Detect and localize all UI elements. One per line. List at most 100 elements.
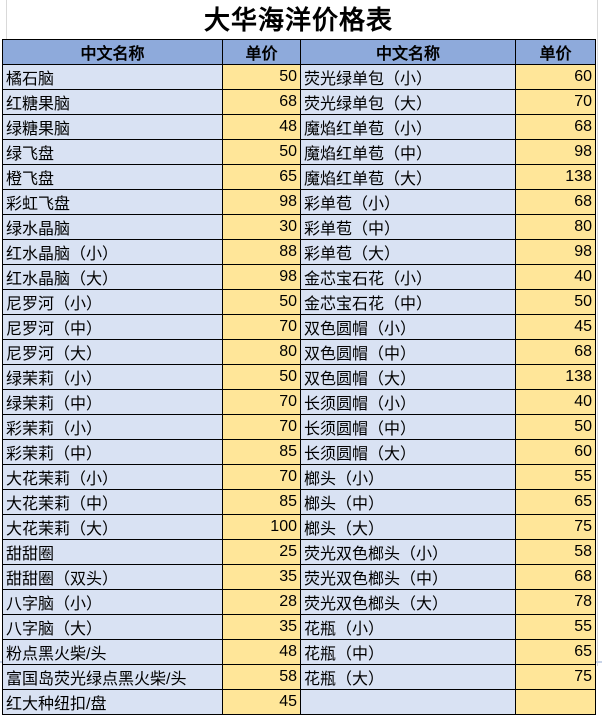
item-name-cell: 长须圆帽（小） bbox=[300, 389, 516, 415]
table-row: 尼罗河（小） 50 金芯宝石花（中） 50 bbox=[2, 289, 596, 315]
price-cell: 100 bbox=[222, 514, 301, 540]
table-row: 甜甜圈 25 荧光双色榔头（小） 58 bbox=[2, 539, 596, 565]
price-cell: 68 bbox=[515, 189, 596, 215]
price-cell: 30 bbox=[222, 214, 301, 240]
item-name-cell: 荧光双色榔头（中） bbox=[300, 564, 516, 590]
item-name-cell: 荧光双色榔头（小） bbox=[300, 539, 516, 565]
item-name-cell: 红水晶脑（大） bbox=[2, 264, 223, 290]
price-cell: 65 bbox=[222, 164, 301, 190]
price-table: 中文名称 单价 中文名称 单价 橘石脑 50 荧光绿单包（小） 60 红糖果脑 68 荧光绿… bbox=[2, 39, 596, 715]
price-cell: 98 bbox=[222, 189, 301, 215]
table-row: 尼罗河（大） 80 双色圆帽（中） 68 bbox=[2, 339, 596, 365]
item-name-cell: 双色圆帽（小） bbox=[300, 314, 516, 340]
price-cell: 45 bbox=[515, 314, 596, 340]
item-name-cell: 彩茉莉（中） bbox=[2, 439, 223, 465]
item-name-cell: 魔焰红单苞（大） bbox=[300, 164, 516, 190]
item-name-cell: 双色圆帽（中） bbox=[300, 339, 516, 365]
price-cell: 48 bbox=[222, 639, 301, 665]
price-cell: 98 bbox=[515, 139, 596, 165]
item-name-cell: 彩虹飞盘 bbox=[2, 189, 223, 215]
item-name-cell: 彩茉莉（小） bbox=[2, 414, 223, 440]
price-cell: 50 bbox=[222, 139, 301, 165]
price-cell: 50 bbox=[222, 289, 301, 315]
column-header-price-left: 单价 bbox=[222, 39, 301, 65]
item-name-cell: 甜甜圈（双头） bbox=[2, 564, 223, 590]
header-row: 中文名称 单价 中文名称 单价 bbox=[2, 39, 596, 65]
item-name-cell: 花瓶（中） bbox=[300, 639, 516, 665]
price-cell bbox=[515, 689, 596, 715]
price-cell: 80 bbox=[222, 339, 301, 365]
table-row: 甜甜圈（双头） 35 荧光双色榔头（中） 68 bbox=[2, 564, 596, 590]
item-name-cell: 绿水晶脑 bbox=[2, 214, 223, 240]
price-cell: 68 bbox=[222, 89, 301, 115]
item-name-cell: 绿茉莉（小） bbox=[2, 364, 223, 390]
table-row: 红水晶脑（大） 98 金芯宝石花（小） 40 bbox=[2, 264, 596, 290]
item-name-cell: 绿糖果脑 bbox=[2, 114, 223, 140]
item-name-cell: 荧光双色榔头（大） bbox=[300, 589, 516, 615]
table-row: 绿茉莉（中） 70 长须圆帽（小） 40 bbox=[2, 389, 596, 415]
price-cell: 40 bbox=[515, 264, 596, 290]
item-name-cell: 彩单苞（中） bbox=[300, 214, 516, 240]
price-cell: 70 bbox=[222, 464, 301, 490]
item-name-cell: 八字脑（小） bbox=[2, 589, 223, 615]
item-name-cell: 魔焰红单苞（中） bbox=[300, 139, 516, 165]
price-cell: 35 bbox=[222, 564, 301, 590]
price-cell: 138 bbox=[515, 164, 596, 190]
price-cell: 98 bbox=[222, 264, 301, 290]
table-row: 彩虹飞盘 98 彩单苞（小） 68 bbox=[2, 189, 596, 215]
price-cell: 138 bbox=[515, 364, 596, 390]
item-name-cell: 彩单苞（小） bbox=[300, 189, 516, 215]
item-name-cell: 金芯宝石花（中） bbox=[300, 289, 516, 315]
item-name-cell: 榔头（小） bbox=[300, 464, 516, 490]
price-cell: 60 bbox=[515, 64, 596, 90]
price-cell: 70 bbox=[222, 414, 301, 440]
price-cell: 65 bbox=[515, 639, 596, 665]
price-cell: 70 bbox=[515, 89, 596, 115]
item-name-cell: 尼罗河（小） bbox=[2, 289, 223, 315]
item-name-cell: 富国岛荧光绿点黑火柴/头 bbox=[2, 664, 223, 690]
price-cell: 80 bbox=[515, 214, 596, 240]
price-cell: 68 bbox=[515, 339, 596, 365]
item-name-cell: 花瓶（小） bbox=[300, 614, 516, 640]
item-name-cell: 八字脑（大） bbox=[2, 614, 223, 640]
table-row: 大花茉莉（小） 70 榔头（小） 55 bbox=[2, 464, 596, 490]
item-name-cell: 尼罗河（大） bbox=[2, 339, 223, 365]
column-header-price-right: 单价 bbox=[515, 39, 596, 65]
item-name-cell: 彩单苞（大） bbox=[300, 239, 516, 265]
price-cell: 50 bbox=[222, 364, 301, 390]
price-cell: 48 bbox=[222, 114, 301, 140]
item-name-cell: 榔头（大） bbox=[300, 514, 516, 540]
item-name-cell: 粉点黑火柴/头 bbox=[2, 639, 223, 665]
price-cell: 88 bbox=[222, 239, 301, 265]
item-name-cell: 长须圆帽（大） bbox=[300, 439, 516, 465]
item-name-cell: 绿茉莉（中） bbox=[2, 389, 223, 415]
item-name-cell bbox=[300, 689, 516, 715]
item-name-cell: 红水晶脑（小） bbox=[2, 239, 223, 265]
table-row: 绿水晶脑 30 彩单苞（中） 80 bbox=[2, 214, 596, 240]
price-cell: 35 bbox=[222, 614, 301, 640]
item-name-cell: 大花茉莉（大） bbox=[2, 514, 223, 540]
price-cell: 58 bbox=[515, 539, 596, 565]
price-cell: 55 bbox=[515, 614, 596, 640]
price-cell: 58 bbox=[222, 664, 301, 690]
table-row: 绿茉莉（小） 50 双色圆帽（大） 138 bbox=[2, 364, 596, 390]
table-row: 大花茉莉（中） 85 榔头（中） 65 bbox=[2, 489, 596, 515]
spreadsheet-gridline-left bbox=[6, 0, 7, 39]
table-row: 橘石脑 50 荧光绿单包（小） 60 bbox=[2, 64, 596, 90]
item-name-cell: 甜甜圈 bbox=[2, 539, 223, 565]
table-row: 粉点黑火柴/头 48 花瓶（中） 65 bbox=[2, 639, 596, 665]
item-name-cell: 绿飞盘 bbox=[2, 139, 223, 165]
table-row: 彩茉莉（小） 70 长须圆帽（中） 50 bbox=[2, 414, 596, 440]
price-cell: 75 bbox=[515, 514, 596, 540]
item-name-cell: 尼罗河（中） bbox=[2, 314, 223, 340]
table-row: 八字脑（小） 28 荧光双色榔头（大） 78 bbox=[2, 589, 596, 615]
column-header-name-right: 中文名称 bbox=[300, 39, 516, 65]
item-name-cell: 长须圆帽（中） bbox=[300, 414, 516, 440]
price-cell: 50 bbox=[515, 289, 596, 315]
item-name-cell: 金芯宝石花（小） bbox=[300, 264, 516, 290]
price-cell: 85 bbox=[222, 439, 301, 465]
spreadsheet-gridline-right bbox=[597, 0, 598, 666]
price-cell: 50 bbox=[515, 414, 596, 440]
table-row: 红水晶脑（小） 88 彩单苞（大） 98 bbox=[2, 239, 596, 265]
item-name-cell: 大花茉莉（中） bbox=[2, 489, 223, 515]
